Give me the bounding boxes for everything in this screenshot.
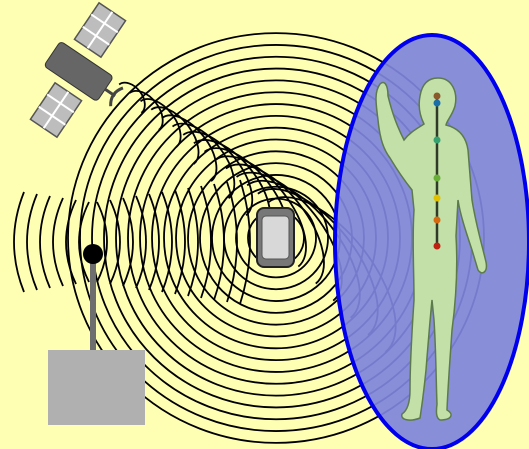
satellite-wave-arc: [129, 90, 164, 131]
chakra-dot: [433, 174, 441, 182]
mobile-phone-icon: [256, 207, 295, 268]
tower-wave-arc: [174, 189, 186, 295]
tower-wave-arcs: [13, 179, 251, 305]
solar-panel-top: [73, 1, 127, 59]
tower-wave-arc: [65, 199, 77, 285]
tower-wave-arc: [200, 185, 212, 299]
tower-wave-arc: [109, 199, 121, 285]
tower-base-box: [48, 350, 145, 425]
chakra-dot: [433, 216, 441, 224]
tower-wave-arc: [148, 193, 160, 291]
tower-wave-arc: [78, 201, 90, 283]
tower-wave-arc: [187, 187, 199, 297]
satellite-icon: [29, 1, 127, 139]
tower-wave-arc: [161, 191, 173, 293]
tower-antenna-tip: [83, 244, 103, 264]
antenna-tower-icon: [48, 244, 145, 425]
tower-wave-arc: [39, 195, 51, 289]
chakra-dot: [433, 92, 441, 100]
human-body-outline: [375, 77, 488, 421]
tower-wave-arc: [122, 197, 134, 287]
chakra-dot: [433, 136, 441, 144]
satellite-wave-arc: [225, 163, 325, 285]
satellite-wave-arc: [161, 114, 218, 182]
chakra-dot: [433, 194, 441, 202]
tower-pole: [90, 255, 96, 352]
chakra-points: [433, 92, 441, 250]
tower-wave-arc: [52, 197, 64, 287]
satellite-dish: [109, 86, 124, 107]
tower-wave-arc: [13, 191, 25, 293]
tower-wave-arc: [96, 201, 108, 283]
tower-wave-arc: [135, 195, 147, 289]
satellite-wave-arc: [139, 98, 182, 148]
chakra-dot: [433, 99, 441, 107]
satellite-wave-arc: [182, 130, 254, 217]
tower-wave-arc: [226, 181, 238, 303]
satellite-wave-arc: [214, 155, 307, 268]
tower-wave-arc: [26, 193, 38, 291]
phone-screen: [261, 215, 290, 260]
solar-panel-bottom: [29, 81, 83, 139]
tower-wave-arc: [239, 179, 251, 305]
chakra-dot: [433, 242, 441, 250]
tower-wave-arc: [213, 183, 225, 301]
human-body-icon: [375, 77, 488, 421]
